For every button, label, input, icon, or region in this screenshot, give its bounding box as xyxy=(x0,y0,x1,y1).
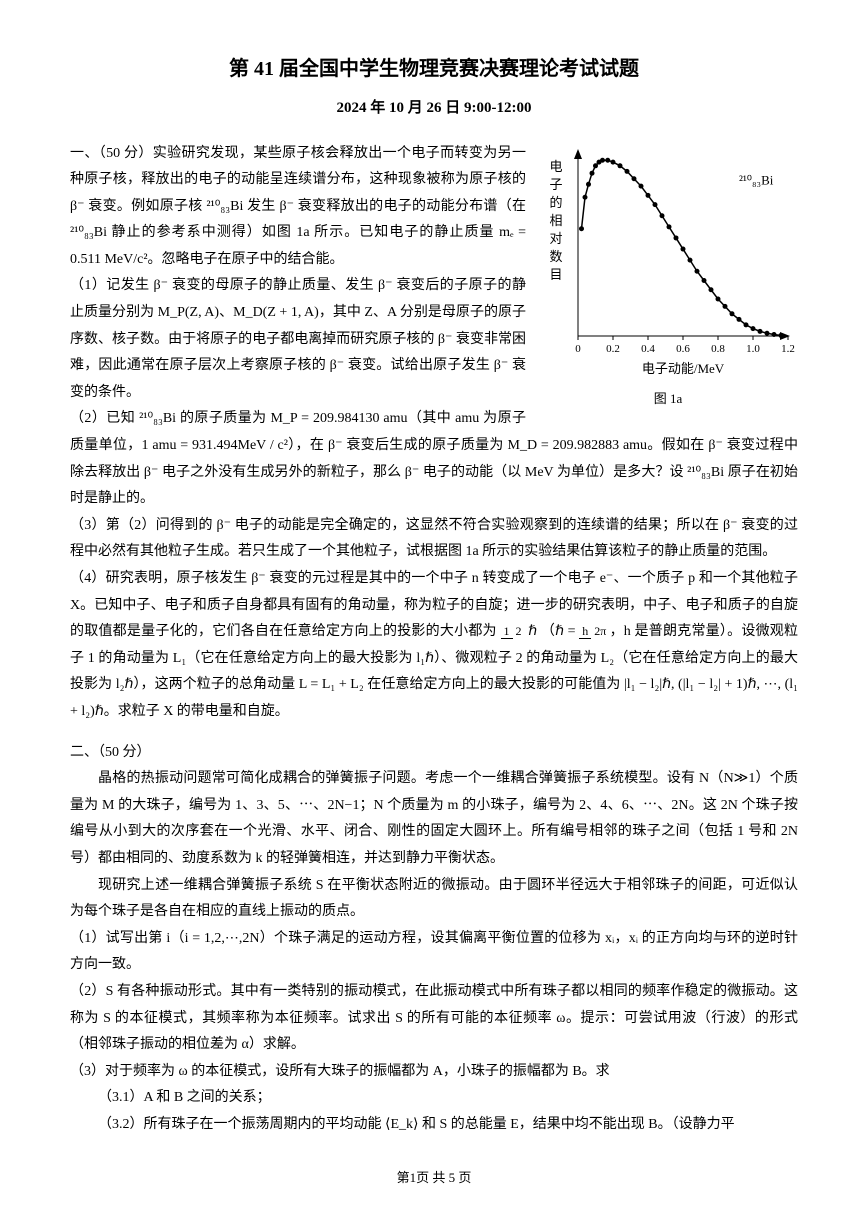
svg-text:0.2: 0.2 xyxy=(606,343,620,355)
svg-text:目: 目 xyxy=(549,267,562,282)
q2-para-b: 现研究上述一维耦合弹簧振子系统 S 在平衡状态附近的微振动。由于圆环半径远大于相… xyxy=(70,873,798,926)
q2-header: 二、（50 分） xyxy=(70,740,798,767)
figure-1a: 0 0.2 0.4 0.6 0.8 1.0 1.2 电子动能/MeV 电子的相对数目 ²¹⁰₈₃B… xyxy=(538,141,798,412)
svg-text:²¹⁰₈₃Bi: ²¹⁰₈₃Bi xyxy=(739,172,774,187)
q1-part4-b: （ℏ = xyxy=(541,624,579,639)
svg-text:数: 数 xyxy=(549,249,562,264)
page-subtitle: 2024 年 10 月 26 日 9:00-12:00 xyxy=(70,94,798,123)
svg-text:0.6: 0.6 xyxy=(676,343,690,355)
svg-text:1.0: 1.0 xyxy=(746,343,760,355)
svg-text:0.4: 0.4 xyxy=(641,343,655,355)
page-title: 第 41 届全国中学生物理竞赛决赛理论考试试题 xyxy=(70,50,798,88)
q2-part3: （3）对于频率为 ω 的本征模式，设所有大珠子的振幅都为 A，小珠子的振幅都为 … xyxy=(70,1059,798,1086)
q2-para-a: 晶格的热振动问题常可简化成耦合的弹簧振子问题。考虑一个一维耦合弹簧振子系统模型。… xyxy=(70,766,798,872)
q2-part2: （2）S 有各种振动形式。其中有一类特别的振动模式，在此振动模式中所有珠子都以相… xyxy=(70,979,798,1059)
svg-text:对: 对 xyxy=(549,231,562,246)
svg-text:的: 的 xyxy=(549,195,562,210)
svg-text:相: 相 xyxy=(549,213,562,228)
q2-part3-2: （3.2）所有珠子在一个振荡周期内的平均动能 ⟨E_k⟩ 和 S 的总能量 E，… xyxy=(70,1112,798,1139)
svg-text:电子动能/MeV: 电子动能/MeV xyxy=(642,361,725,376)
svg-text:0: 0 xyxy=(575,343,581,355)
svg-text:0.8: 0.8 xyxy=(711,343,725,355)
q1-part3: （3）第（2）问得到的 β⁻ 电子的动能是完全确定的，这显然不符合实验观察到的连… xyxy=(70,513,798,566)
q2-part1: （1）试写出第 i（i = 1,2,⋯,2N）个珠子满足的运动方程，设其偏离平衡… xyxy=(70,926,798,979)
svg-text:电: 电 xyxy=(549,159,562,174)
spectrum-chart: 0 0.2 0.4 0.6 0.8 1.0 1.2 电子动能/MeV 电子的相对数目 ²¹⁰₈₃B… xyxy=(538,141,798,381)
figure-caption: 图 1a xyxy=(538,387,798,412)
svg-text:子: 子 xyxy=(549,177,562,192)
q1-part2: （2）已知 ²¹⁰₈₃Bi 的原子质量为 M_P = 209.984130 am… xyxy=(70,406,798,512)
q2-part3-1: （3.1）A 和 B 之间的关系； xyxy=(70,1085,798,1112)
q1-part4: （4）研究表明，原子核发生 β⁻ 衰变的元过程是其中的一个中子 n 转变成了一个… xyxy=(70,566,798,726)
svg-text:1.2: 1.2 xyxy=(781,343,795,355)
page-footer: 第1页 共 5 页 xyxy=(70,1166,798,1191)
